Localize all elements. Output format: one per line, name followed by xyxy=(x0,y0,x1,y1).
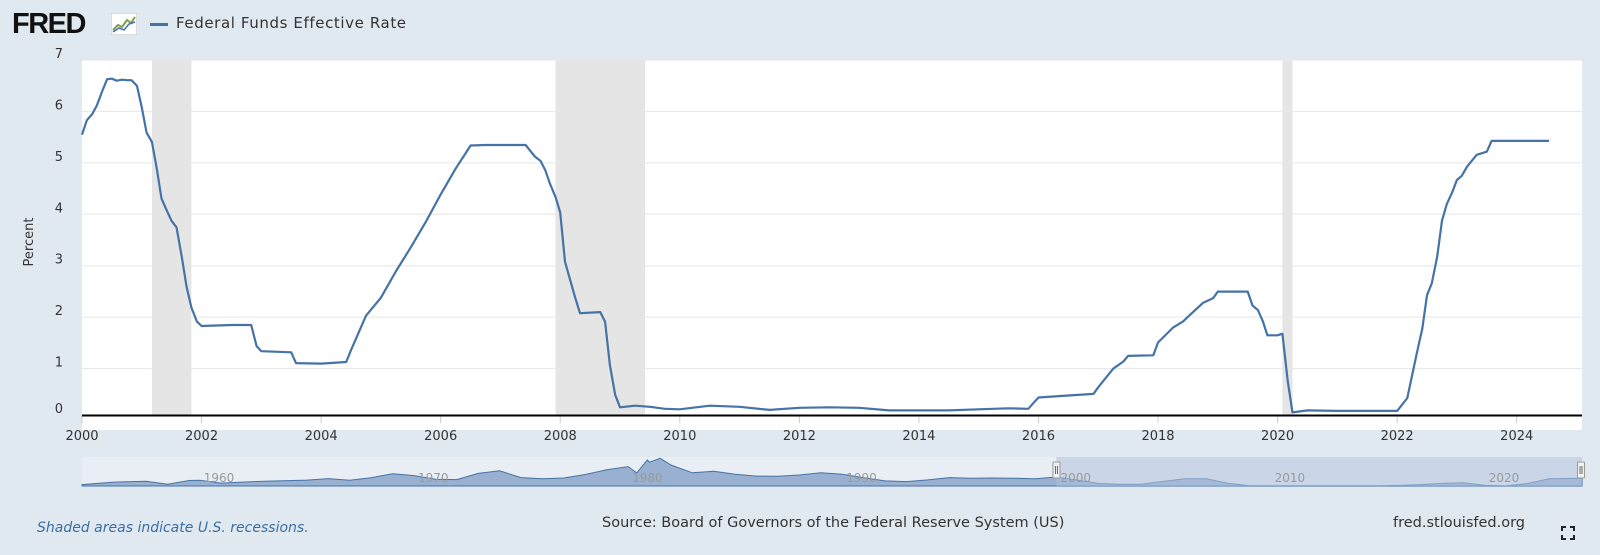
y-tick-label: 5 xyxy=(55,150,63,165)
x-tick-label: 2000 xyxy=(65,429,98,444)
x-tick-label: 2018 xyxy=(1141,429,1174,444)
recession-band xyxy=(1282,60,1293,415)
x-tick-label: 2012 xyxy=(783,429,816,444)
navigator-tick-label: 2020 xyxy=(1489,471,1520,485)
legend-label[interactable]: Federal Funds Effective Rate xyxy=(176,14,407,32)
x-tick-label: 2016 xyxy=(1022,429,1055,444)
y-tick-label: 2 xyxy=(55,304,63,319)
y-tick-label: 0 xyxy=(55,402,63,417)
plot-background xyxy=(82,60,1582,430)
x-tick-label: 2004 xyxy=(305,429,338,444)
x-tick-label: 2002 xyxy=(185,429,218,444)
fred-logo[interactable]: FRED xyxy=(12,8,86,40)
y-tick-label: 3 xyxy=(55,253,63,268)
y-tick-label: 4 xyxy=(55,201,63,216)
series-line xyxy=(80,77,1549,414)
y-axis-label: Percent xyxy=(22,218,37,267)
recession-band xyxy=(151,60,192,415)
site-link[interactable]: fred.stlouisfed.org xyxy=(1393,515,1526,531)
recession-bands xyxy=(151,60,1293,415)
navigator-selection xyxy=(1056,457,1582,486)
x-tick-label: 2010 xyxy=(663,429,696,444)
navigator-handle-left[interactable] xyxy=(1052,461,1061,479)
recession-note: Shaded areas indicate U.S. recessions. xyxy=(37,520,309,536)
navigator-tick-label: 1980 xyxy=(632,471,663,485)
navigator-tick-label: 1990 xyxy=(846,471,877,485)
navigator-tick-label: 2010 xyxy=(1275,471,1306,485)
series-layer xyxy=(80,77,1549,414)
recession-band xyxy=(555,60,646,415)
navigator[interactable]: 1960 1970 1980 1990 2000 2010 2020 xyxy=(81,457,1585,487)
y-tick-label: 7 xyxy=(55,47,63,62)
navigator-tick-label: 1970 xyxy=(418,471,449,485)
fullscreen-icon[interactable] xyxy=(1561,526,1575,540)
y-tick-label: 1 xyxy=(55,356,63,371)
source-text: Source: Board of Governors of the Federa… xyxy=(602,515,1065,531)
grid-lines xyxy=(82,59,1582,370)
y-axis-tick-labels: 0 1 2 3 4 5 6 7 xyxy=(55,47,63,417)
x-tick-label: 2022 xyxy=(1381,429,1414,444)
fred-chart-icon xyxy=(111,13,137,35)
x-tick-label: 2006 xyxy=(424,429,457,444)
navigator-tick-label: 1960 xyxy=(204,471,235,485)
x-tick-label: 2020 xyxy=(1261,429,1294,444)
navigator-tick-label: 2000 xyxy=(1060,471,1091,485)
legend-swatch xyxy=(150,23,168,26)
x-tick-label: 2014 xyxy=(902,429,935,444)
navigator-handle-right[interactable] xyxy=(1577,461,1585,479)
x-tick-label: 2008 xyxy=(544,429,577,444)
y-tick-label: 6 xyxy=(55,98,63,113)
x-axis-tick-labels: 2000 2002 2004 2006 2008 2010 2012 2014 2016 2018… xyxy=(65,415,1533,444)
x-tick-label: 2024 xyxy=(1500,429,1533,444)
